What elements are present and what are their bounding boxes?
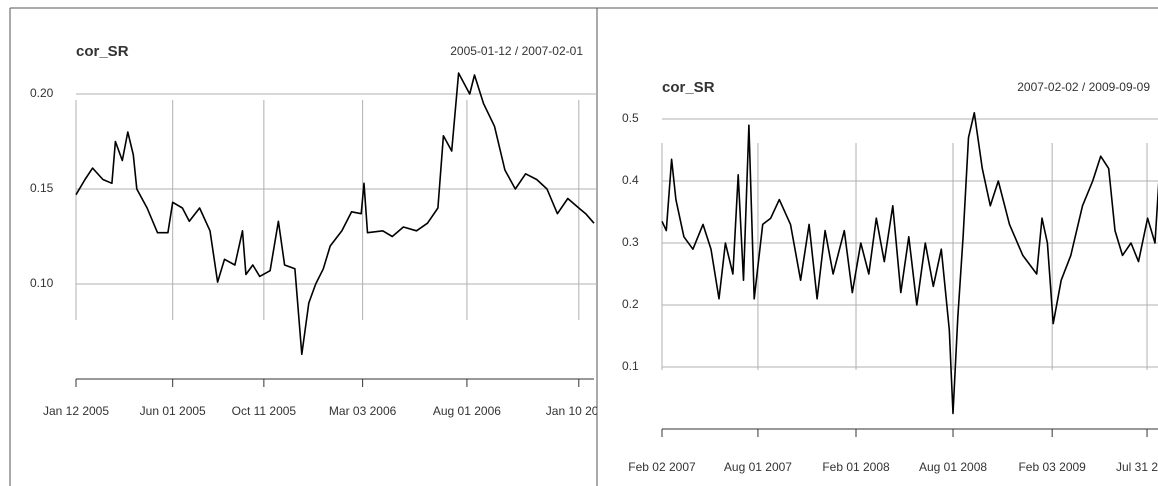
x-tick-label: Oct 11 2005 [232, 404, 297, 418]
x-tick-label: Feb 03 2009 [1018, 460, 1086, 474]
series-line [661, 112, 1158, 415]
x-tick-label: Aug 01 2007 [724, 460, 792, 474]
x-tick-label: Jan 12 2005 [43, 404, 109, 418]
date-range: 2005-01-12 / 2007-02-01 [450, 44, 583, 58]
x-tick-label: Feb 01 2008 [822, 460, 890, 474]
y-tick-label: 0.1 [622, 359, 639, 373]
x-tick-label: Aug 01 2008 [919, 460, 987, 474]
x-tick-label: Jul 31 2009 [1116, 460, 1158, 474]
chart-panel: cor_SR 2005-01-12 / 2007-02-01 0.10 0.15 0.2… [30, 43, 612, 418]
x-tick-label: Mar 03 2006 [329, 404, 397, 418]
y-tick-label: 0.15 [30, 181, 54, 195]
chart-title: cor_SR [662, 79, 715, 96]
y-tick-label: 0.20 [30, 86, 54, 100]
x-tick-label: Feb 02 2007 [628, 460, 696, 474]
chart-panel: cor_SR 2007-02-02 / 2009-09-09 0.1 0.2 0.3 0.… [622, 79, 1158, 474]
x-tick-label: Jun 01 2005 [140, 404, 206, 418]
y-tick-label: 0.3 [622, 235, 639, 249]
y-tick-label: 0.2 [622, 297, 639, 311]
date-range: 2007-02-02 / 2009-09-09 [1017, 80, 1150, 94]
chart-title: cor_SR [76, 43, 129, 60]
series-line [75, 72, 595, 356]
y-tick-label: 0.5 [622, 111, 639, 125]
x-tick-label: Aug 01 2006 [433, 404, 501, 418]
y-tick-label: 0.4 [622, 173, 639, 187]
x-tick-label: Jan 10 2007 [546, 404, 612, 418]
y-tick-label: 0.10 [30, 276, 54, 290]
